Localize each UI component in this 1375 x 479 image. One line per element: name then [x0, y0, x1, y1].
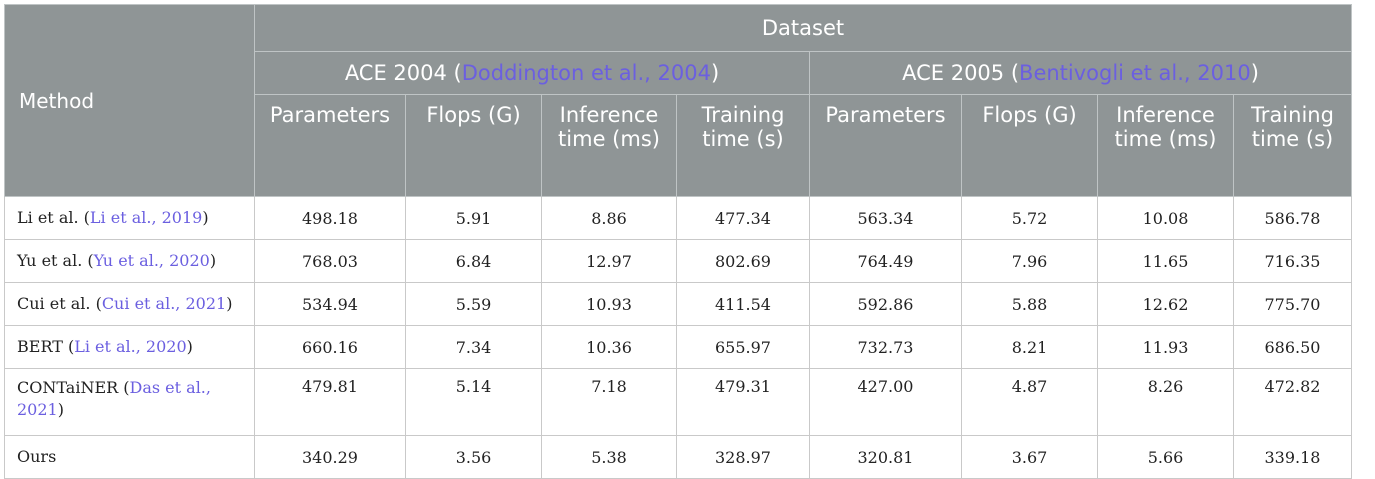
- method-name-cell: Ours: [4, 435, 255, 479]
- method-header: Method: [4, 4, 255, 197]
- value-cell: 716.35: [1233, 239, 1352, 283]
- value-cell: 340.29: [254, 435, 406, 479]
- column-header: Inference time (ms): [541, 94, 677, 197]
- citation-link[interactable]: Das et al., 2021: [17, 378, 211, 419]
- table-row: BERT (Li et al., 2020) 660.16 7.34 10.36 655…: [4, 325, 1352, 369]
- value-cell: 6.84: [405, 239, 542, 283]
- value-cell: 764.49: [809, 239, 962, 283]
- column-header: Parameters: [809, 94, 962, 197]
- value-cell: 802.69: [676, 239, 810, 283]
- value-cell: 479.31: [676, 368, 810, 436]
- comparison-table: Method Dataset ACE 2004 (Doddington et a…: [4, 4, 1352, 479]
- method-name-cell: Li et al. (Li et al., 2019): [4, 196, 255, 240]
- value-cell: 10.08: [1097, 196, 1234, 240]
- value-cell: 775.70: [1233, 282, 1352, 326]
- value-cell: 472.82: [1233, 368, 1352, 436]
- value-cell: 7.34: [405, 325, 542, 369]
- value-cell: 768.03: [254, 239, 406, 283]
- value-cell: 10.36: [541, 325, 677, 369]
- citation-link[interactable]: Yu et al., 2020: [93, 251, 210, 270]
- value-cell: 732.73: [809, 325, 962, 369]
- citation-link[interactable]: Cui et al., 2021: [101, 294, 227, 313]
- column-header: Training time (s): [676, 94, 810, 197]
- value-cell: 5.59: [405, 282, 542, 326]
- value-cell: 5.88: [961, 282, 1098, 326]
- column-header: Inference time (ms): [1097, 94, 1234, 197]
- value-cell: 4.87: [961, 368, 1098, 436]
- value-cell: 11.93: [1097, 325, 1234, 369]
- column-header: Training time (s): [1233, 94, 1352, 197]
- table-row: Li et al. (Li et al., 2019) 498.18 5.91 8.8…: [4, 196, 1352, 240]
- value-cell: 12.97: [541, 239, 677, 283]
- dataset-header: Dataset: [254, 4, 1352, 52]
- value-cell: 655.97: [676, 325, 810, 369]
- value-cell: 479.81: [254, 368, 406, 436]
- table-row: Ours 340.29 3.56 5.38 328.97 320.81 3.67 5.66 33…: [4, 435, 1352, 479]
- group-header-ace2004: ACE 2004 (Doddington et al., 2004): [254, 51, 810, 95]
- value-cell: 5.38: [541, 435, 677, 479]
- value-cell: 8.86: [541, 196, 677, 240]
- value-cell: 7.96: [961, 239, 1098, 283]
- value-cell: 660.16: [254, 325, 406, 369]
- column-header: Parameters: [254, 94, 406, 197]
- column-header: Flops (G): [961, 94, 1098, 197]
- value-cell: 411.54: [676, 282, 810, 326]
- value-cell: 592.86: [809, 282, 962, 326]
- value-cell: 427.00: [809, 368, 962, 436]
- value-cell: 5.91: [405, 196, 542, 240]
- table-row: Cui et al. (Cui et al., 2021) 534.94 5.59 1…: [4, 282, 1352, 326]
- value-cell: 10.93: [541, 282, 677, 326]
- value-cell: 3.67: [961, 435, 1098, 479]
- value-cell: 320.81: [809, 435, 962, 479]
- method-name-cell: CONTaiNER (Das et al., 2021): [4, 368, 255, 436]
- value-cell: 686.50: [1233, 325, 1352, 369]
- table-body: Li et al. (Li et al., 2019) 498.18 5.91 8.8…: [4, 196, 1352, 479]
- citation-link[interactable]: Bentivogli et al., 2010: [1019, 61, 1251, 85]
- value-cell: 5.72: [961, 196, 1098, 240]
- method-name-cell: BERT (Li et al., 2020): [4, 325, 255, 369]
- citation-link[interactable]: Li et al., 2019: [89, 208, 203, 227]
- table-row: CONTaiNER (Das et al., 2021) 479.81 5.14 7.…: [4, 368, 1352, 436]
- column-header: Flops (G): [405, 94, 542, 197]
- value-cell: 328.97: [676, 435, 810, 479]
- value-cell: 8.21: [961, 325, 1098, 369]
- citation-link[interactable]: Li et al., 2020: [74, 337, 187, 356]
- value-cell: 5.66: [1097, 435, 1234, 479]
- value-cell: 5.14: [405, 368, 542, 436]
- value-cell: 586.78: [1233, 196, 1352, 240]
- table-row: Yu et al. (Yu et al., 2020) 768.03 6.84 12.…: [4, 239, 1352, 283]
- value-cell: 8.26: [1097, 368, 1234, 436]
- value-cell: 563.34: [809, 196, 962, 240]
- value-cell: 339.18: [1233, 435, 1352, 479]
- method-name-cell: Cui et al. (Cui et al., 2021): [4, 282, 255, 326]
- value-cell: 498.18: [254, 196, 406, 240]
- value-cell: 3.56: [405, 435, 542, 479]
- value-cell: 11.65: [1097, 239, 1234, 283]
- method-name-cell: Yu et al. (Yu et al., 2020): [4, 239, 255, 283]
- value-cell: 534.94: [254, 282, 406, 326]
- value-cell: 7.18: [541, 368, 677, 436]
- value-cell: 12.62: [1097, 282, 1234, 326]
- group-header-ace2005: ACE 2005 (Bentivogli et al., 2010): [809, 51, 1352, 95]
- citation-link[interactable]: Doddington et al., 2004: [461, 61, 711, 85]
- value-cell: 477.34: [676, 196, 810, 240]
